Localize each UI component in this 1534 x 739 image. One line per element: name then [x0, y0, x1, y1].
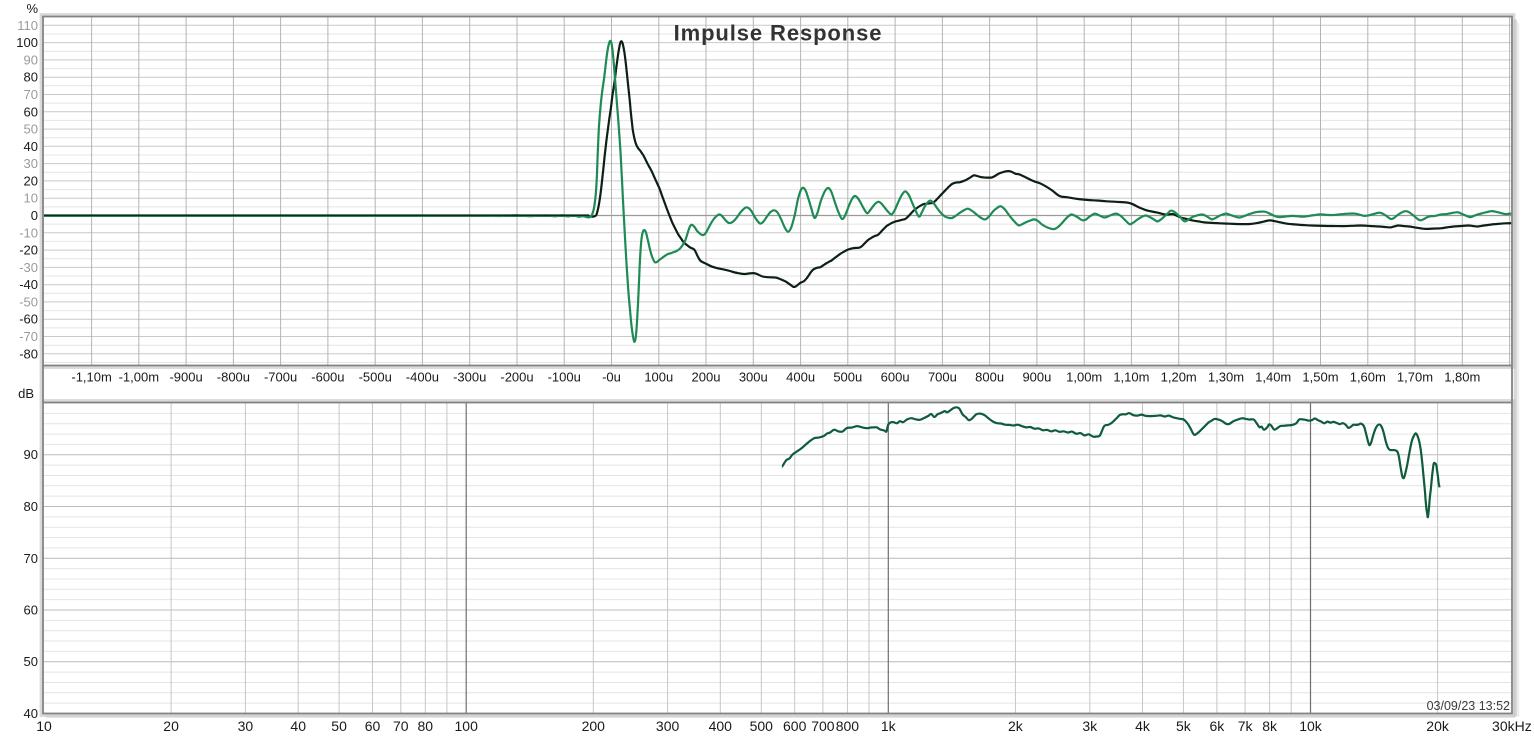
svg-text:-40: -40	[19, 277, 38, 292]
svg-text:500: 500	[750, 718, 774, 734]
svg-text:110: 110	[17, 18, 38, 33]
svg-text:-100u: -100u	[548, 370, 581, 385]
svg-text:8k: 8k	[1262, 718, 1278, 734]
svg-text:700: 700	[811, 718, 835, 734]
svg-text:Impulse Response: Impulse Response	[674, 21, 883, 46]
svg-text:-800u: -800u	[217, 370, 250, 385]
svg-text:1,50m: 1,50m	[1302, 370, 1338, 385]
svg-text:-50: -50	[19, 294, 38, 309]
svg-text:200: 200	[582, 718, 606, 734]
svg-text:1,30m: 1,30m	[1208, 370, 1244, 385]
svg-text:20: 20	[163, 718, 179, 734]
svg-text:1,10m: 1,10m	[1113, 370, 1149, 385]
svg-text:-900u: -900u	[169, 370, 202, 385]
svg-text:70: 70	[24, 551, 38, 566]
svg-text:40: 40	[24, 706, 38, 721]
svg-text:90: 90	[24, 52, 38, 67]
svg-text:500u: 500u	[833, 370, 862, 385]
svg-text:800u: 800u	[975, 370, 1004, 385]
svg-text:-10: -10	[19, 225, 38, 240]
svg-text:-700u: -700u	[264, 370, 297, 385]
svg-text:70: 70	[24, 87, 38, 102]
svg-text:-70: -70	[19, 329, 38, 344]
svg-text:-400u: -400u	[406, 370, 439, 385]
svg-text:40: 40	[290, 718, 306, 734]
svg-text:60: 60	[24, 603, 38, 618]
svg-text:80: 80	[24, 70, 38, 85]
svg-text:-200u: -200u	[500, 370, 533, 385]
svg-text:-1,10m: -1,10m	[71, 370, 111, 385]
svg-text:700u: 700u	[928, 370, 957, 385]
svg-text:1k: 1k	[881, 718, 897, 734]
svg-text:0: 0	[31, 208, 38, 223]
svg-text:7k: 7k	[1238, 718, 1254, 734]
svg-text:20: 20	[24, 173, 38, 188]
svg-text:100: 100	[16, 35, 38, 50]
svg-text:1,70m: 1,70m	[1397, 370, 1433, 385]
svg-text:%: %	[26, 1, 38, 16]
svg-text:6k: 6k	[1210, 718, 1226, 734]
svg-text:-600u: -600u	[311, 370, 344, 385]
svg-text:60: 60	[365, 718, 381, 734]
svg-text:5k: 5k	[1176, 718, 1192, 734]
svg-text:30kHz: 30kHz	[1492, 718, 1532, 734]
svg-text:10k: 10k	[1299, 718, 1323, 734]
svg-text:100u: 100u	[644, 370, 673, 385]
svg-text:-60: -60	[19, 312, 38, 327]
svg-text:60: 60	[24, 104, 38, 119]
svg-text:100: 100	[455, 718, 479, 734]
svg-text:10: 10	[36, 718, 52, 734]
svg-text:-0u: -0u	[602, 370, 621, 385]
svg-text:80: 80	[24, 499, 38, 514]
svg-text:dB: dB	[18, 386, 34, 401]
svg-text:-500u: -500u	[359, 370, 392, 385]
svg-text:2k: 2k	[1008, 718, 1024, 734]
svg-text:600u: 600u	[881, 370, 910, 385]
svg-text:50: 50	[24, 122, 38, 137]
svg-text:1,00m: 1,00m	[1066, 370, 1102, 385]
svg-text:1,60m: 1,60m	[1350, 370, 1386, 385]
svg-text:10: 10	[24, 191, 38, 206]
svg-text:600: 600	[783, 718, 807, 734]
svg-text:4k: 4k	[1135, 718, 1151, 734]
svg-text:-30: -30	[19, 260, 38, 275]
svg-text:1,40m: 1,40m	[1255, 370, 1291, 385]
svg-text:-1,00m: -1,00m	[119, 370, 159, 385]
svg-text:400u: 400u	[786, 370, 815, 385]
svg-text:90: 90	[24, 447, 38, 462]
svg-text:50: 50	[331, 718, 347, 734]
svg-text:1,20m: 1,20m	[1161, 370, 1197, 385]
svg-text:50: 50	[24, 654, 38, 669]
svg-text:-80: -80	[19, 346, 38, 361]
svg-text:300u: 300u	[739, 370, 768, 385]
svg-text:30: 30	[238, 718, 254, 734]
svg-text:800: 800	[836, 718, 860, 734]
svg-text:1,80m: 1,80m	[1444, 370, 1480, 385]
svg-text:30: 30	[24, 156, 38, 171]
svg-text:400: 400	[709, 718, 733, 734]
svg-text:300: 300	[656, 718, 680, 734]
svg-text:-300u: -300u	[453, 370, 486, 385]
svg-text:03/09/23 13:52: 03/09/23 13:52	[1427, 699, 1510, 713]
svg-text:3k: 3k	[1082, 718, 1098, 734]
svg-text:40: 40	[24, 139, 38, 154]
svg-text:-20: -20	[19, 243, 38, 258]
svg-text:80: 80	[418, 718, 434, 734]
svg-text:200u: 200u	[692, 370, 721, 385]
svg-text:20k: 20k	[1426, 718, 1450, 734]
svg-text:900u: 900u	[1022, 370, 1051, 385]
svg-text:70: 70	[393, 718, 409, 734]
